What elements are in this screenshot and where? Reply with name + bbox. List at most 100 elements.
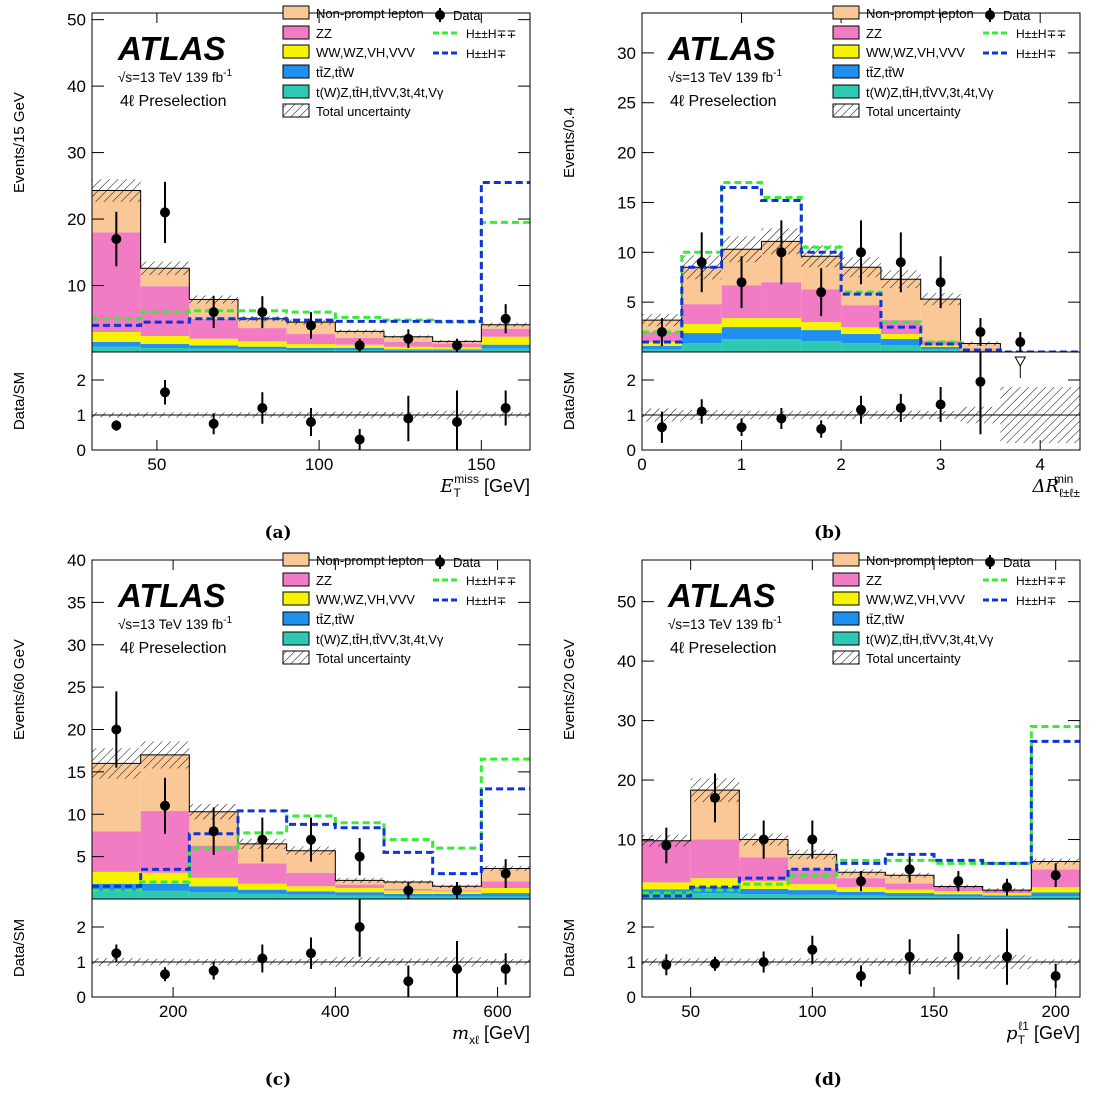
ratio-point — [209, 966, 219, 976]
ratio-point — [257, 954, 267, 964]
legend-label-hpp-mm: H±±H∓∓ — [1016, 27, 1067, 41]
x-tick-label: 1 — [737, 455, 746, 474]
data-point — [661, 840, 671, 850]
ratio-point — [737, 422, 747, 432]
data-point — [111, 725, 121, 735]
data-point — [306, 835, 316, 845]
data-point — [403, 886, 413, 896]
y-tick-label: 15 — [67, 763, 86, 782]
legend-label-unc: Total uncertainty — [866, 104, 961, 119]
bar-zz — [92, 831, 141, 872]
bar-ttz — [141, 344, 190, 348]
ratio-point — [953, 952, 963, 962]
legend-label-ww: WW,WZ,VH,VVV — [316, 592, 415, 607]
bar-ttz — [841, 334, 881, 343]
ratio-y-tick-label: 2 — [77, 918, 86, 937]
legend-label-hpp-mm: H±±H∓∓ — [1016, 574, 1067, 588]
bar-other — [335, 896, 384, 899]
legend-label-hpp-m: H±±H∓ — [1016, 47, 1057, 61]
x-tick-label: 0 — [637, 455, 646, 474]
bar-zz — [335, 885, 384, 888]
bar-ww — [722, 318, 762, 327]
bar-other — [287, 895, 336, 899]
ratio-point — [403, 976, 413, 986]
data-point — [355, 852, 365, 862]
y-axis-label: Events/15 GeV — [11, 92, 28, 193]
energy-sup: -1 — [773, 68, 782, 79]
bar-ttz — [837, 892, 886, 896]
ratio-y-tick-label: 1 — [77, 406, 86, 425]
ratio-y-tick-label: 0 — [627, 988, 636, 1007]
legend-swatch-unc — [833, 104, 859, 117]
x-tick-label: 4 — [1035, 455, 1044, 474]
energy-label: √s=13 TeV 139 fb-1 — [668, 615, 782, 632]
x-label-unit: [GeV] — [1029, 1023, 1080, 1043]
legend-label-data: Data — [453, 555, 481, 570]
x-tick-label: 3 — [936, 455, 945, 474]
bar-other — [881, 345, 921, 352]
legend-swatch-zz — [283, 26, 309, 39]
legend-label-hpp-m: H±±H∓ — [466, 594, 507, 608]
legend-swatch-other — [283, 85, 309, 98]
y-axis-label: Events/0.4 — [561, 107, 578, 178]
legend-label-hpp-m: H±±H∓ — [466, 47, 507, 61]
data-point — [710, 793, 720, 803]
legend-label-data: Data — [1003, 8, 1031, 23]
legend-swatch-unc — [283, 651, 309, 664]
x-tick-label: 50 — [147, 455, 166, 474]
bar-other — [189, 892, 238, 899]
y-tick-label: 50 — [617, 593, 636, 612]
legend-swatch-ww — [283, 592, 309, 605]
x-axis-label: ΔRℓ±ℓ±min — [1032, 472, 1081, 500]
bar-ww — [1031, 887, 1080, 892]
bar-ww — [841, 327, 881, 334]
ratio-y-tick-label: 1 — [77, 953, 86, 972]
ratio-point — [697, 407, 707, 417]
data-point — [1002, 882, 1012, 892]
selection-label: 4ℓ Preselection — [670, 93, 777, 110]
bar-ttz — [1031, 892, 1080, 896]
x-label-symbol: p — [1006, 1023, 1018, 1044]
bar-ttz — [983, 895, 1032, 897]
data-point — [953, 876, 963, 886]
bar-zz — [841, 305, 881, 327]
bar-ttz — [788, 890, 837, 895]
legend-data-marker — [435, 557, 445, 567]
ratio-point — [896, 403, 906, 413]
legend-swatch-ttz — [833, 612, 859, 625]
data-point — [209, 307, 219, 317]
legend-swatch-nonprompt — [283, 6, 309, 19]
bar-other — [691, 893, 740, 899]
bar-ww — [92, 332, 141, 342]
legend-swatch-unc — [833, 651, 859, 664]
legend-label-data: Data — [1003, 555, 1031, 570]
bar-ww — [934, 891, 983, 894]
legend-label-nonprompt: Non-prompt lepton — [866, 553, 974, 568]
bar-other — [682, 343, 722, 352]
bar-ttz — [722, 327, 762, 339]
y-tick-label: 15 — [617, 193, 636, 212]
bar-ttz — [934, 894, 983, 896]
legend-data-marker — [985, 557, 995, 567]
data-point — [501, 869, 511, 879]
unc-band — [141, 741, 190, 768]
legend-label-zz: ZZ — [316, 26, 332, 41]
bar-ww — [881, 334, 921, 339]
legend-label-ttz: tt̄Z,tt̄W — [316, 612, 355, 627]
x-tick-label: 100 — [798, 1002, 826, 1021]
bar-ttz — [335, 892, 384, 895]
ratio-point — [111, 421, 121, 431]
ratio-point — [776, 414, 786, 424]
ratio-y-axis-label: Data/SM — [11, 372, 28, 430]
legend-swatch-ttz — [833, 65, 859, 78]
data-point — [209, 826, 219, 836]
ratio-y-axis-label: Data/SM — [11, 919, 28, 977]
y-tick-label: 25 — [67, 678, 86, 697]
y-tick-label: 40 — [67, 77, 86, 96]
bar-ttz — [761, 327, 801, 339]
ratio-point — [452, 964, 462, 974]
ratio-plot — [92, 897, 530, 997]
bar-ww — [335, 888, 384, 892]
legend: Non-prompt leptonZZWW,WZ,VH,VVVtt̄Z,tt̄W… — [283, 553, 517, 666]
